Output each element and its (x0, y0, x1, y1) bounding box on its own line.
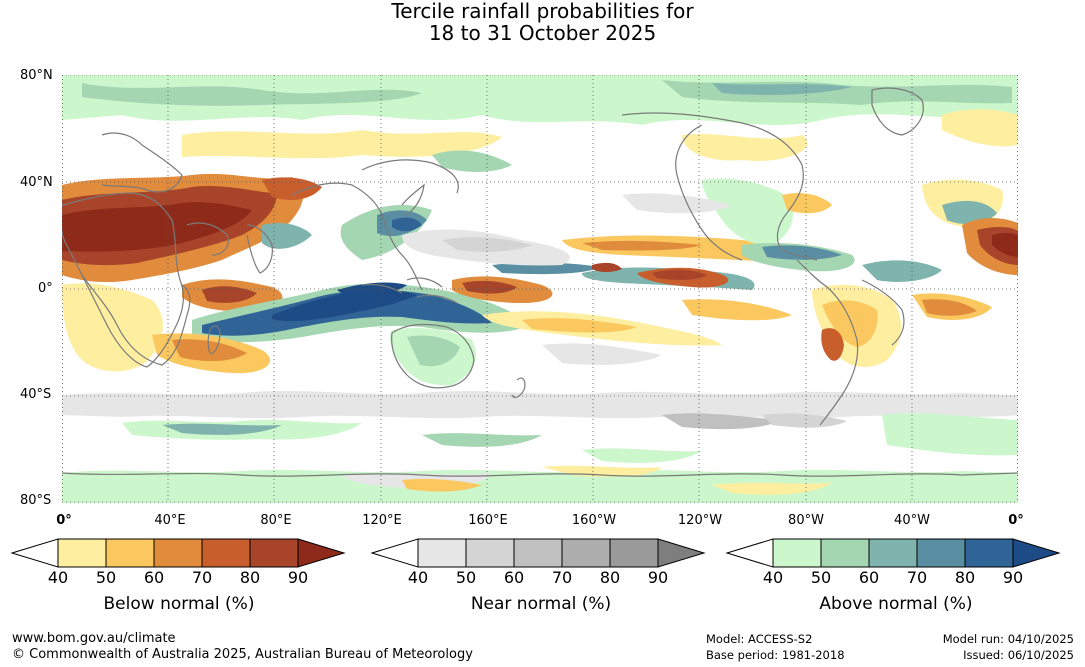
legend-swatch (916, 538, 966, 568)
legend-swatch (465, 538, 515, 568)
lon-label-40e: 40°E (154, 513, 186, 528)
legend-swatch (513, 538, 563, 568)
legend-near-normal-title: Near normal (%) (470, 594, 612, 614)
legend-swatch-above-90 (297, 538, 346, 568)
legend-near-normal (370, 538, 706, 568)
footer-model-run: Model run: 04/10/2025 (942, 632, 1074, 646)
legend-swatch (57, 538, 107, 568)
map-title-line2: 18 to 31 October 2025 (428, 21, 657, 45)
lon-label-80e: 80°E (260, 513, 292, 528)
lat-label-40n: 40°N (20, 175, 53, 190)
legend-tick-label: 70 (906, 568, 928, 587)
coastlines (62, 87, 1018, 477)
legend-swatch (820, 538, 870, 568)
legend-swatch (609, 538, 659, 568)
lat-label-80s: 80°S (20, 493, 52, 508)
graticule (62, 75, 1018, 503)
legend-swatch (105, 538, 155, 568)
legend-tick-label: 50 (810, 568, 832, 587)
lon-label-0-west: 0° (56, 513, 72, 528)
legend-tick-label: 40 (47, 568, 69, 587)
legend-tick-label: 70 (191, 568, 213, 587)
legend-tick-label: 90 (1002, 568, 1024, 587)
footer-model: Model: ACCESS-S2 (706, 632, 813, 646)
legend-below-normal-title: Below normal (%) (103, 594, 255, 614)
footer-copyright: © Commonwealth of Australia 2025, Austra… (12, 647, 473, 662)
legend-tick-label: 50 (95, 568, 117, 587)
legend-tick-label: 90 (287, 568, 309, 587)
footer-website: www.bom.gov.au/climate (12, 631, 176, 646)
map-canvas (62, 75, 1018, 503)
lon-label-40w: 40°W (894, 513, 930, 528)
legend-swatch (964, 538, 1014, 568)
rainfall-probability-map (62, 75, 1018, 503)
lon-label-160e: 160°E (468, 513, 508, 528)
lat-label-40s: 40°S (20, 387, 52, 402)
legend-swatch-below-40 (370, 538, 419, 568)
legend-swatch (153, 538, 203, 568)
legend-swatch-above-90 (657, 538, 706, 568)
legend-tick-label: 80 (954, 568, 976, 587)
lon-label-160w: 160°W (571, 513, 617, 528)
legend-tick-label: 40 (762, 568, 784, 587)
legend-above-normal-title: Above normal (%) (819, 594, 973, 614)
lon-label-0-east: 0° (1008, 513, 1024, 528)
legend-colorbar (725, 538, 1061, 568)
legend-tick-label: 50 (455, 568, 477, 587)
legend-swatch-below-40 (725, 538, 774, 568)
legend-swatch (561, 538, 611, 568)
legend-swatch (868, 538, 918, 568)
legend-swatch (417, 538, 467, 568)
legend-tick-label: 60 (858, 568, 880, 587)
footer-issued: Issued: 06/10/2025 (963, 648, 1074, 662)
legend-below-normal (10, 538, 346, 568)
legend-tick-label: 40 (407, 568, 429, 587)
lat-label-80n: 80°N (20, 68, 53, 83)
legend-tick-label: 80 (599, 568, 621, 587)
lat-label-0: 0° (38, 281, 53, 296)
lon-label-120w: 120°W (677, 513, 723, 528)
footer-base-period: Base period: 1981-2018 (706, 648, 845, 662)
legend-colorbar (10, 538, 346, 568)
legend-tick-label: 80 (239, 568, 261, 587)
legend-swatch (249, 538, 299, 568)
legend-tick-label: 60 (143, 568, 165, 587)
legend-colorbar (370, 538, 706, 568)
legend-swatch-below-40 (10, 538, 59, 568)
legend-tick-label: 70 (551, 568, 573, 587)
legend-tick-label: 60 (503, 568, 525, 587)
legend-swatch (201, 538, 251, 568)
legend-swatch-above-90 (1012, 538, 1061, 568)
lon-label-120e: 120°E (362, 513, 402, 528)
lon-label-80w: 80°W (788, 513, 824, 528)
legend-above-normal (725, 538, 1061, 568)
legend-swatch (772, 538, 822, 568)
map-title-line1: Tercile rainfall probabilities for (391, 0, 694, 23)
legend-tick-label: 90 (647, 568, 669, 587)
